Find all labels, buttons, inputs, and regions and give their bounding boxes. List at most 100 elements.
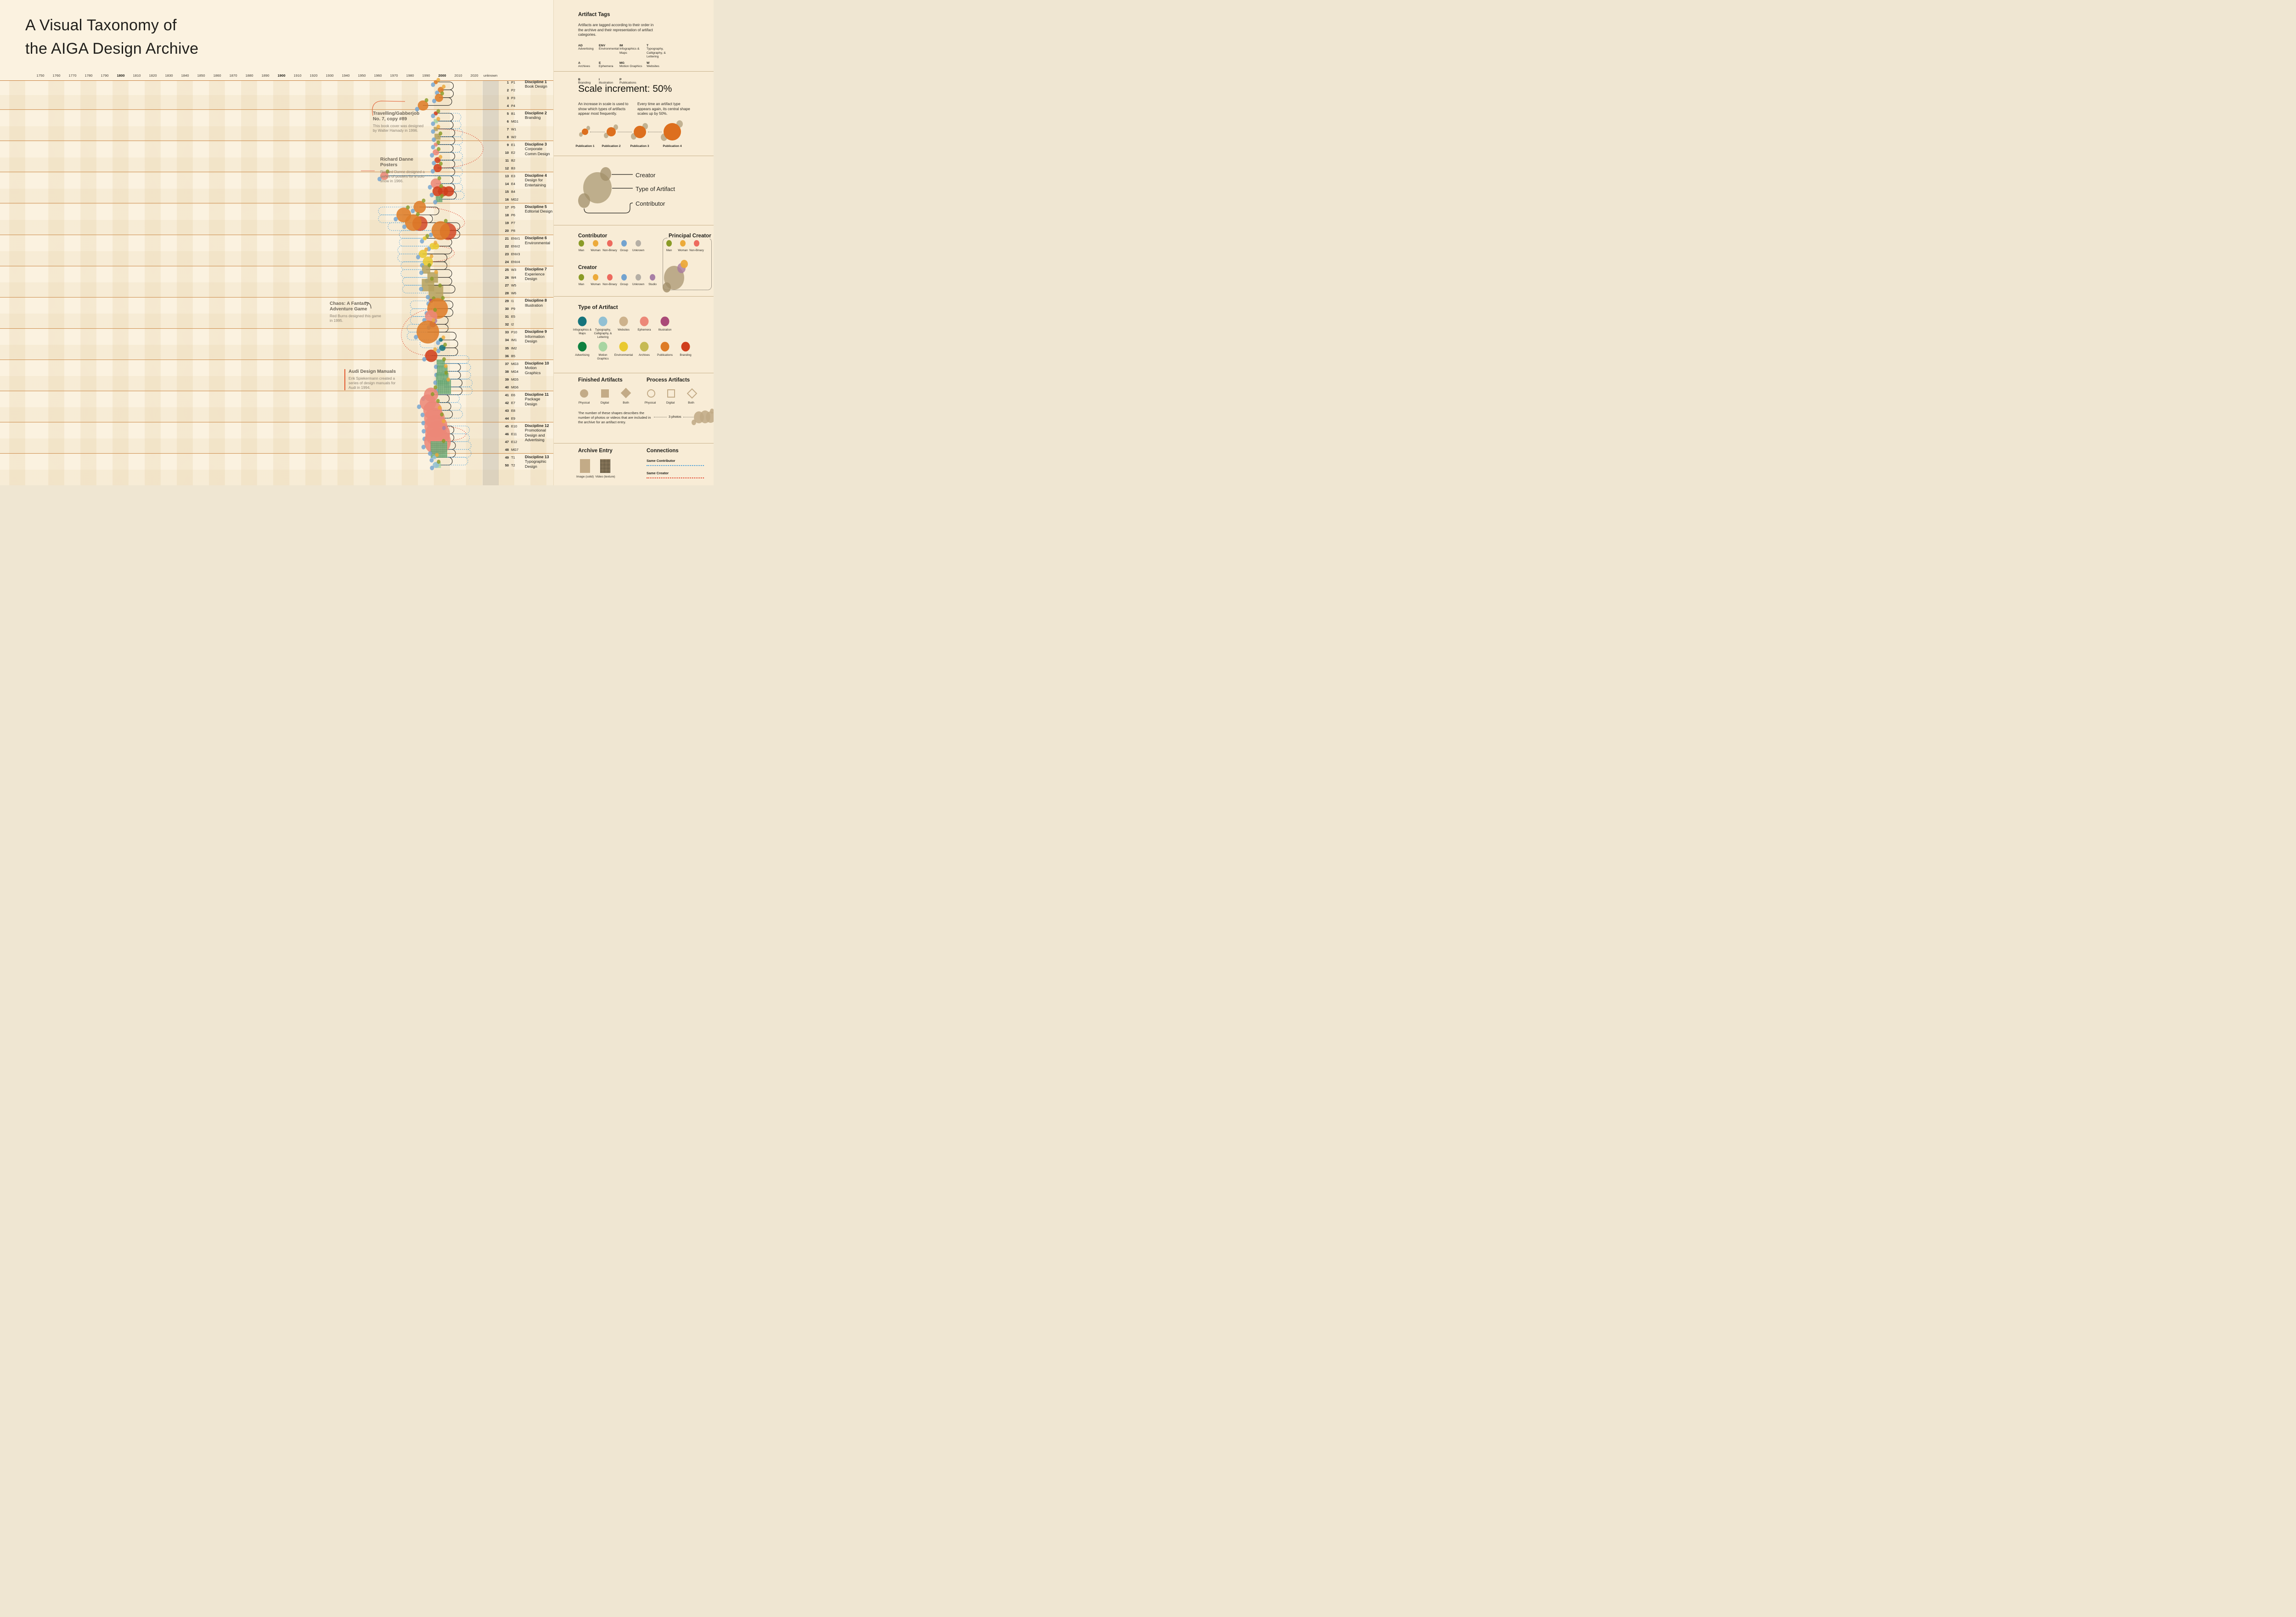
contributor-dot-group [416, 255, 420, 260]
discipline-name: Book Design [525, 84, 547, 89]
entry-number: 44 [505, 416, 509, 421]
annotation-body: Erik Spiekermann created a series of des… [349, 376, 396, 390]
same-contributor-label: Same Contributor [647, 459, 675, 463]
tag-label: Typography, Calligraphy, & Lettering [647, 47, 666, 59]
discipline-title: Discipline 11 Package Design [525, 392, 553, 407]
creator-dot-woman [441, 84, 445, 89]
contributor-dot-group [419, 286, 423, 292]
scale-demo-publication-circle [607, 127, 616, 136]
annotation-body: Richard Danne designed a series of poste… [380, 170, 425, 183]
discipline-divider [0, 359, 553, 360]
contributor-dot-group [429, 192, 434, 197]
contributor-dot-group [431, 113, 435, 118]
discipline-title: Discipline 2 Branding [525, 111, 553, 120]
anatomy-label-contributor: Contributor [636, 200, 665, 207]
finished-physical-shape [580, 389, 588, 398]
state-label-digital-1: Digital [600, 401, 609, 404]
leader-loop-black [428, 285, 456, 293]
scale-demo-contributor-dot [579, 132, 583, 137]
annotation-body: Red Burns designed this game in 1995. [330, 314, 381, 323]
discipline-title: Discipline 4 Design for Entertaining [525, 173, 553, 188]
timeline-tick-1990: 1990 [422, 73, 430, 78]
entry-tag: IM1 [511, 338, 517, 342]
timeline-tick-1770: 1770 [68, 73, 77, 78]
entry-number: 31 [505, 314, 509, 319]
same-contributor-arc [436, 144, 461, 153]
entry-tag: E6 [511, 393, 516, 397]
contributor-dot-group [433, 380, 438, 385]
discipline-name: Design for Entertaining [525, 178, 546, 187]
timeline-tick-1900: 1900 [277, 73, 286, 78]
artifact-type-label-websites: Websites [618, 328, 630, 331]
entry-number: 2 [506, 88, 509, 92]
tag-label: Websites [647, 65, 659, 68]
discipline-divider [0, 297, 553, 298]
entry-tag: E9 [511, 416, 516, 421]
contributor-dot-group [436, 340, 440, 345]
artifact-shape-websites [433, 127, 438, 131]
creator-dot-man [430, 392, 434, 396]
same-contributor-arc [399, 230, 441, 239]
artifact-type-label-illustration: Illustration [658, 328, 672, 331]
image-solid-swatch [580, 459, 590, 473]
creator-dot-man [442, 357, 446, 361]
timeline-tick-1960: 1960 [374, 73, 382, 78]
artifact-anatomy-diagram [578, 167, 633, 213]
creator-dot-man [428, 263, 432, 268]
same-contributor-arc [436, 152, 463, 161]
artifact-cluster-MG2 [433, 194, 444, 205]
contributor-dot-nonbinary [607, 240, 613, 247]
unknown-year-column [483, 80, 499, 485]
creator-dot-woman [444, 364, 448, 368]
contributor-dot-group [413, 335, 418, 340]
artifact-cluster-MG3 [433, 357, 446, 369]
contributor-dot-group [422, 318, 426, 323]
entry-number: 26 [505, 275, 509, 280]
discipline-name: Typographic Design [525, 459, 546, 469]
artifact-cluster-P3 [432, 91, 445, 103]
contributor-dot-group [411, 208, 415, 213]
creator-dot-man [438, 131, 442, 135]
timeline-tick-1860: 1860 [213, 73, 221, 78]
entry-tag: ENV1 [511, 236, 520, 241]
contributor-dot-group [431, 129, 435, 134]
tag-label: Illustration [599, 81, 613, 84]
entry-number: 12 [505, 166, 509, 170]
entry-tag: E3 [511, 174, 516, 178]
photos-note: The number of these shapes describes the… [578, 411, 651, 424]
timeline-tick-2020: 2020 [470, 73, 478, 78]
creator-dot-man [437, 460, 441, 464]
annotation-title: Chaos: A Fantasy Adventure Game [330, 301, 369, 312]
artifact-shape-motion [433, 119, 438, 124]
discipline-name: Environmental [525, 240, 550, 245]
entry-tag: I1 [511, 299, 514, 303]
creator-dot-woman [436, 78, 440, 82]
discipline-name: Corporate Comm Design [525, 146, 550, 156]
artifact-tag-I: I Illustration [599, 78, 622, 85]
same-creator-arc [435, 129, 484, 168]
panel-divider [554, 296, 714, 297]
entry-number: 35 [505, 346, 509, 350]
timeline-tick-1760: 1760 [52, 73, 61, 78]
discipline-divider [0, 140, 553, 141]
discipline-title: Discipline 8 Illustration [525, 298, 553, 308]
contributor-dot-group [433, 200, 438, 205]
contributor-dot-group [428, 232, 433, 237]
annotation-travelling-gabberjob: Travelling/Gabberjob No. 7, copy #89 Thi… [373, 111, 424, 133]
entry-number: 34 [505, 338, 509, 342]
tag-label: Environmental [599, 47, 619, 51]
same-contributor-line [647, 465, 704, 466]
contributor-dot-group [416, 404, 421, 410]
scale-increment-title: Scale increment: 50% [578, 84, 672, 94]
same-contributor-arc [434, 449, 472, 458]
creator-dot-man [422, 198, 426, 203]
artifact-tag-P: P Publications [619, 78, 642, 85]
entry-number: 16 [505, 197, 509, 202]
discipline-title: Discipline 3 Corporate Comm Design [525, 142, 553, 157]
contributor-legend-title: Contributor [578, 233, 608, 239]
artifact-shape-branding [444, 186, 454, 197]
artifact-cluster-W2 [431, 131, 442, 142]
creator-dot-woman [432, 318, 436, 323]
same-contributor-arc [428, 394, 460, 403]
entry-tag: ENV4 [511, 260, 520, 264]
